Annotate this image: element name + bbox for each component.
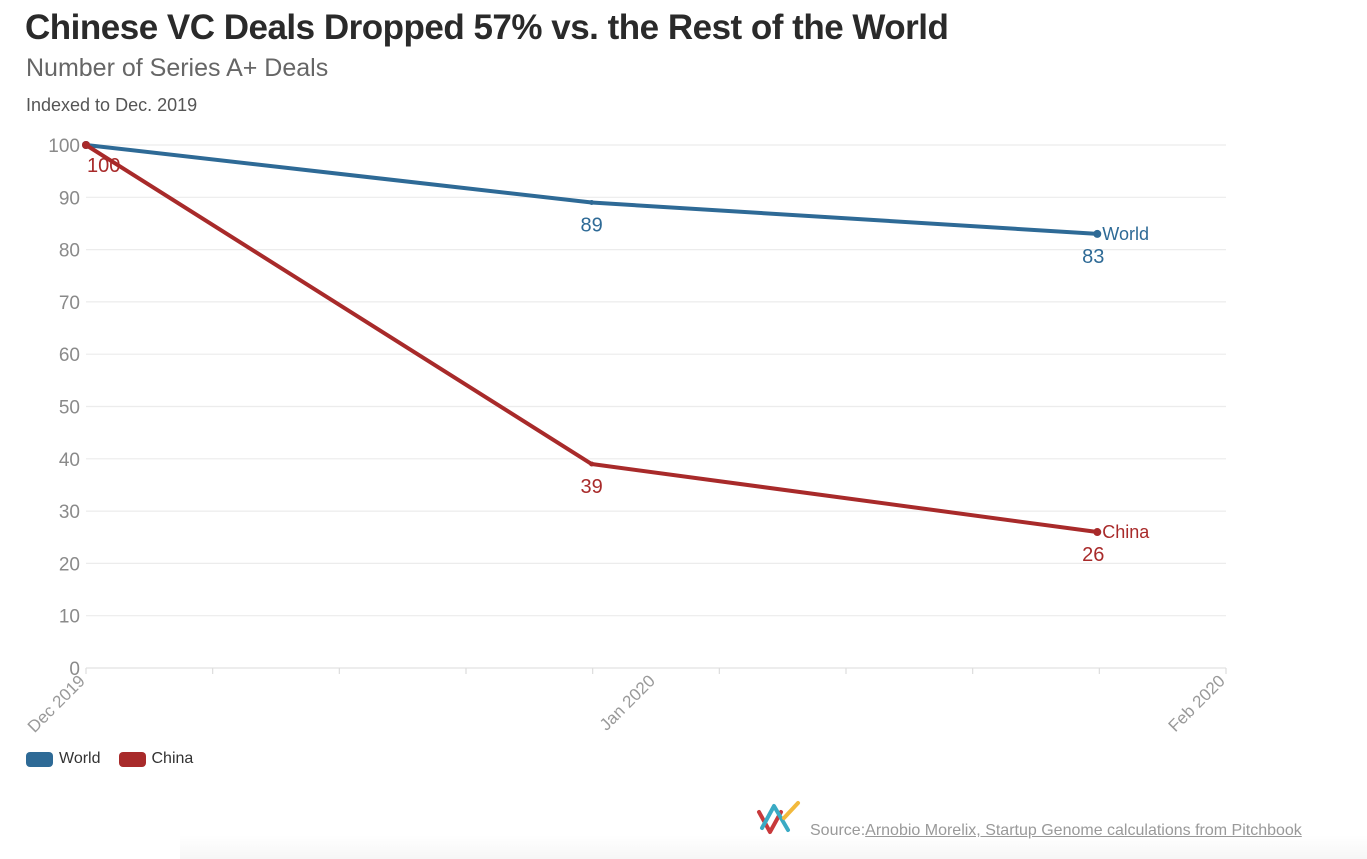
data-label-world: 89 [581,215,603,237]
x-tick-label: Jan 2020 [596,671,659,734]
x-axis: Dec 2019 Jan 2020 Feb 2020 [24,668,1229,736]
data-point-china [82,141,90,149]
y-tick-label: 100 [48,136,80,157]
series-group [82,141,1102,537]
footer-fade [180,835,1367,859]
y-tick-label: 30 [59,502,80,523]
legend-label-china: China [151,750,194,767]
data-point-china [589,461,595,467]
source-prefix: Source: [810,822,866,839]
data-label-china: 39 [581,476,603,498]
y-tick-label: 90 [59,188,80,209]
data-point-world [1093,229,1102,238]
data-label-china: 100 [87,155,120,177]
data-label-world: 83 [1082,246,1104,268]
legend: World China [26,750,211,768]
legend-item-china[interactable]: China [118,750,194,768]
x-tick-label: Dec 2019 [24,671,89,736]
data-label-china: 26 [1082,544,1104,566]
chart-subtitle: Number of Series A+ Deals [26,54,329,82]
data-point-world [589,200,595,206]
series-end-label-world: World [1102,224,1149,244]
x-tick-label: Feb 2020 [1165,671,1229,735]
legend-swatch-china [118,751,146,767]
chart-title: Chinese VC Deals Dropped 57% vs. the Res… [25,8,949,47]
y-tick-label: 20 [59,554,80,575]
y-tick-label: 10 [59,607,80,628]
line-chart: 0 10 20 30 40 50 60 70 80 90 100 Dec 2019 Jan 2020 F… [24,136,1229,736]
data-point-china [1093,528,1102,537]
gridlines [86,144,1226,669]
y-tick-label: 70 [59,293,80,314]
y-tick-label: 50 [59,398,80,419]
y-tick-label: 40 [59,450,80,471]
legend-label-world: World [59,750,101,767]
source-footer: Source: Arnobio Morelix, Startup Genome … [756,800,1302,840]
flourish-logo-icon[interactable] [756,800,804,840]
series-end-label-china: China [1102,522,1150,542]
legend-swatch-world [26,751,53,767]
y-axis: 0 10 20 30 40 50 60 70 80 90 100 [48,136,80,680]
y-tick-label: 80 [59,241,80,262]
legend-item-world[interactable]: World [26,750,101,768]
chart-note: Indexed to Dec. 2019 [26,95,198,115]
y-tick-label: 0 [69,659,80,680]
source-link[interactable]: Arnobio Morelix, Startup Genome calculat… [865,822,1302,839]
y-tick-label: 60 [59,345,80,366]
